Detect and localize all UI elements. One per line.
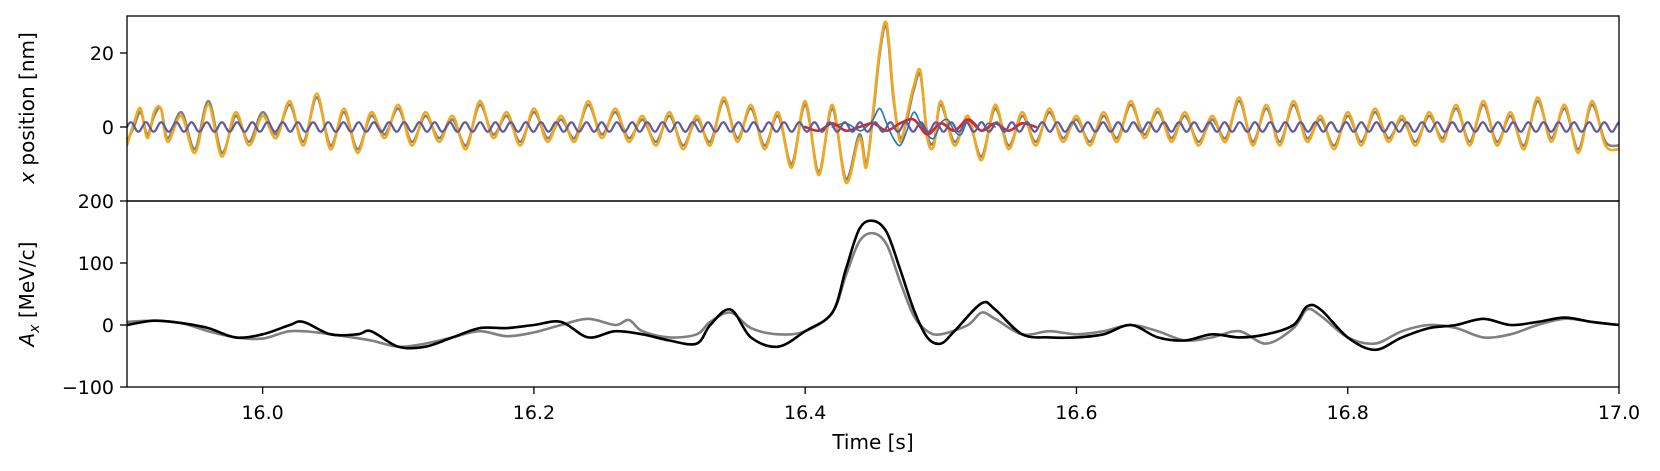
bottom-y-tick-label: 100 (78, 253, 114, 275)
top-y-axis-var: x (15, 172, 39, 185)
x-tick-label: 17.0 (1598, 402, 1640, 424)
bottom-y-ticks: 200 100 0 −100 (62, 191, 127, 399)
top-series-group (127, 20, 1619, 184)
bottom-series-group (127, 219, 1619, 352)
top-y-axis-label: x position [nm] (15, 32, 39, 185)
bottom-y-tick-label: 200 (78, 191, 114, 213)
x-tick-label: 16.2 (513, 402, 555, 424)
top-series-line-4 (127, 121, 1619, 133)
bottom-y-axis-var: A (15, 333, 39, 349)
x-tick-label: 16.0 (241, 402, 283, 424)
top-panel: 20 0 x position [nm] (15, 15, 1620, 202)
bottom-y-axis-label: Ax [MeV/c] (15, 242, 43, 349)
top-y-tick-label: 20 (90, 43, 114, 65)
bottom-y-tick-label: −100 (62, 377, 114, 399)
bottom-plot-frame (126, 200, 1620, 388)
x-tick-label: 16.4 (784, 402, 826, 424)
bottom-series-line-0 (127, 231, 1619, 349)
x-tick-label: 16.8 (1327, 402, 1369, 424)
top-y-tick-label: 0 (102, 117, 114, 139)
bottom-x-ticks: 16.0 16.2 16.4 16.6 16.8 17.0 (241, 387, 1640, 424)
x-tick-label: 16.6 (1055, 402, 1097, 424)
top-y-axis-rest: position [nm] (15, 32, 39, 172)
top-series-line-1 (127, 20, 1619, 184)
bottom-y-tick-label: 0 (102, 315, 114, 337)
x-axis-label: Time [s] (831, 430, 913, 454)
top-y-ticks: 20 0 (90, 43, 127, 139)
bottom-series-line-1 (127, 219, 1619, 352)
bottom-y-axis-rest: [MeV/c] (15, 242, 39, 325)
bottom-panel: 200 100 0 −100 16.0 16.2 16.4 16.6 16.8 17.0 Ax … (15, 191, 1640, 454)
bottom-y-axis-sub: x (27, 324, 43, 334)
